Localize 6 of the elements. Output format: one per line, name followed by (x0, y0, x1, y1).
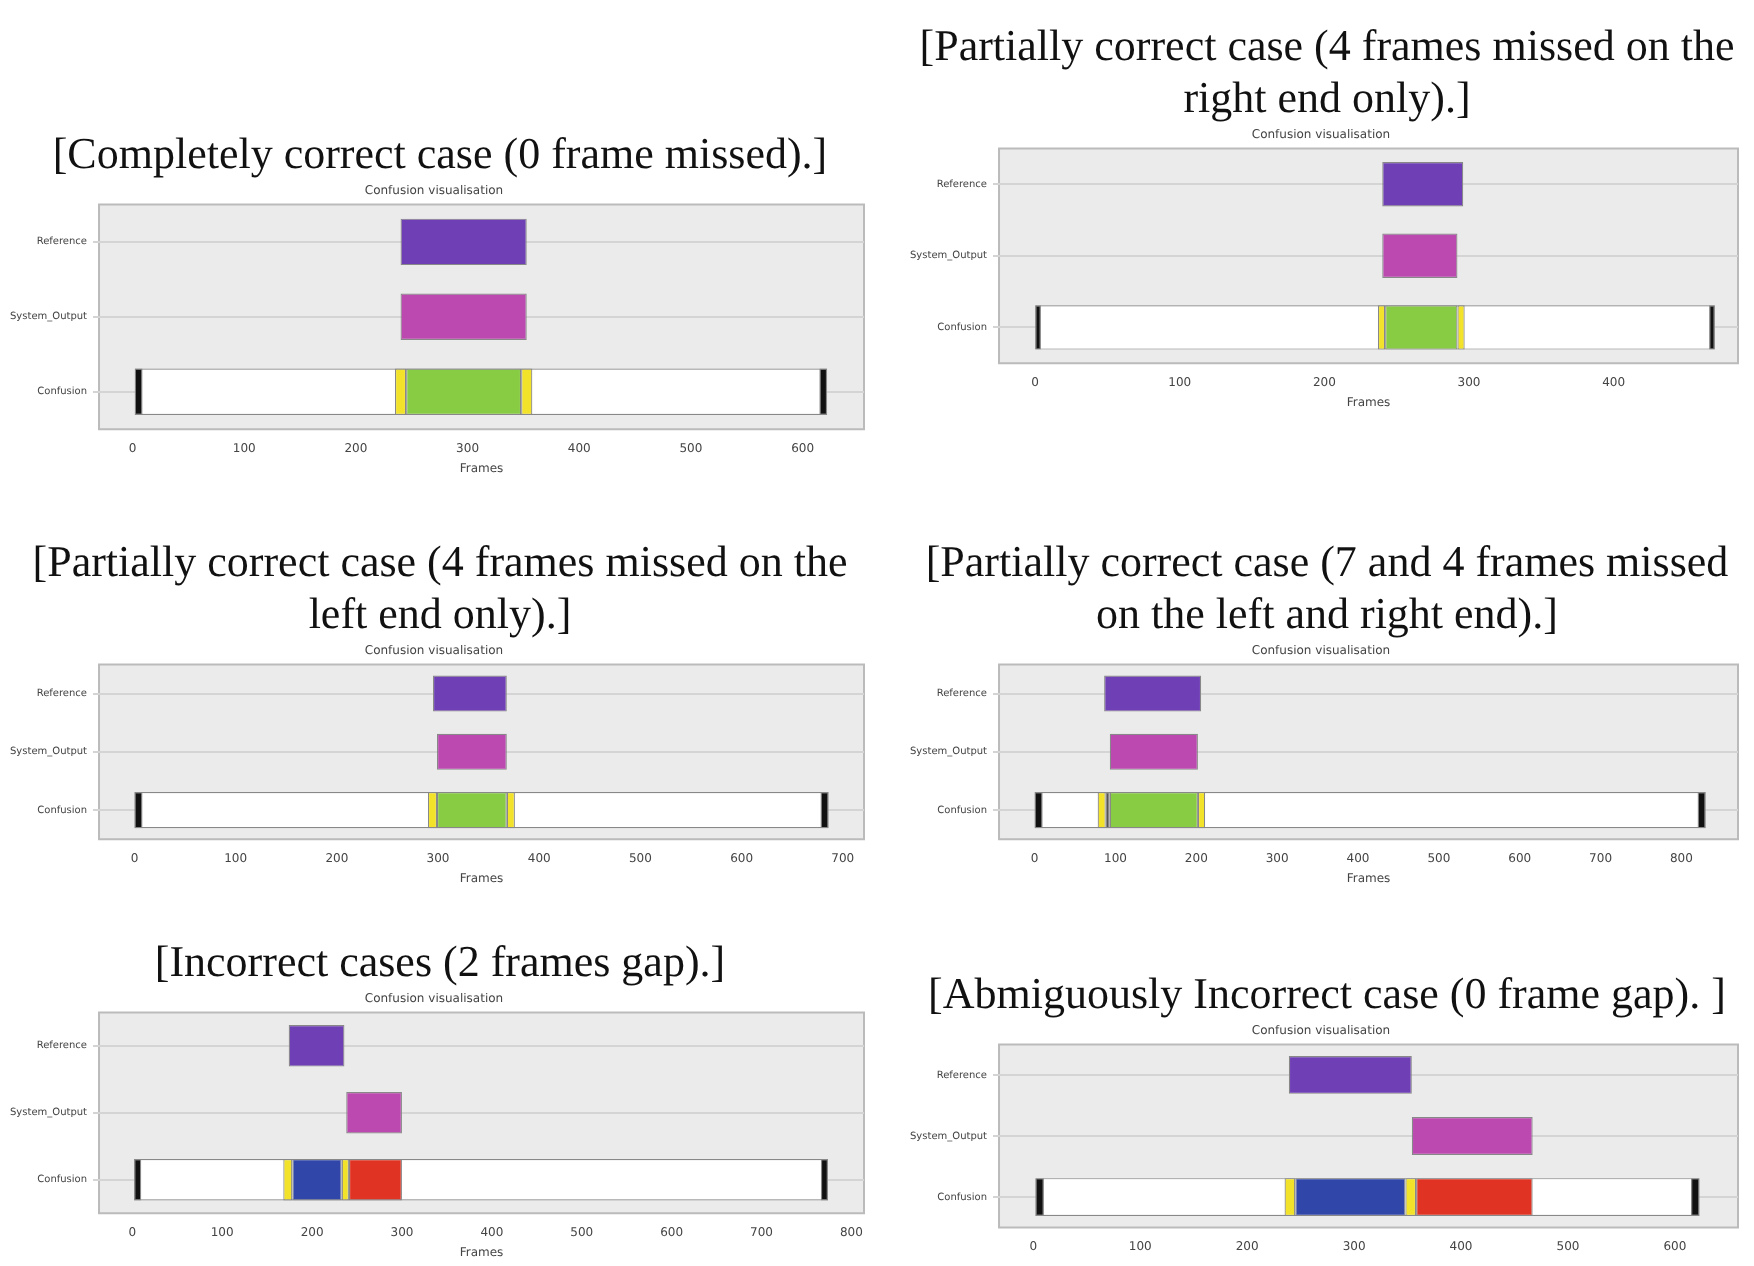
chart-title: [Completely correct case (0 frame missed).] (50, 126, 830, 180)
chart-title: [Partially correct case (7 and 4 frames missed on the left and right end).] (923, 534, 1731, 640)
chart-title: [Partially correct case (4 frames missed on the left end only).] (30, 534, 850, 640)
chart-title: [Partially correct case (4 frames missed on the right end only).] (917, 18, 1737, 124)
chart-title: [Incorrect cases (2 frames gap).] (152, 934, 728, 988)
chart-title: [Abmiguously Incorrect case (0 frame gap). ] (926, 966, 1728, 1020)
